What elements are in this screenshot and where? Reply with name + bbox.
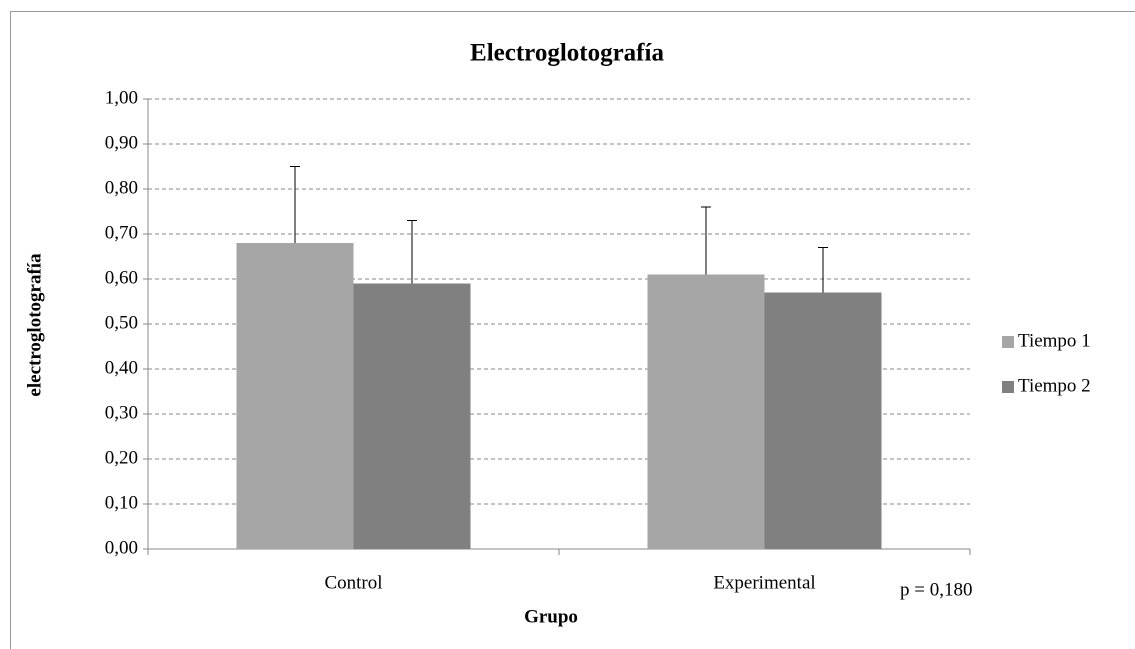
x-axis-label: Grupo [524,606,578,627]
bar [764,292,882,549]
annotation: p = 0,180 [900,579,972,600]
error-bar [290,166,300,243]
y-tick-label: 0,00 [105,537,138,558]
y-tick-label: 0,50 [105,312,138,333]
bar [353,283,471,549]
error-bar [407,220,417,284]
y-axis-label: electroglotografía [24,253,45,397]
chart-title: Electroglotografía [470,40,664,67]
y-tick-label: 0,20 [105,447,138,468]
error-bar [818,247,828,293]
bar [236,243,354,549]
legend-swatch [1002,381,1014,393]
y-tick-label: 0,10 [105,492,138,513]
y-tick-label: 0,90 [105,132,138,153]
x-tick-label: Control [324,572,382,593]
y-tick-label: 0,60 [105,267,138,288]
y-tick-label: 0,30 [105,402,138,423]
x-tick-label: Experimental [713,572,815,593]
legend-label: Tiempo 1 [1018,330,1091,351]
y-tick-label: 0,40 [105,357,138,378]
bar [647,274,765,549]
legend-label: Tiempo 2 [1018,375,1091,396]
y-tick-label: 0,80 [105,177,138,198]
legend-swatch [1002,336,1014,348]
error-bar [701,206,711,275]
y-tick-label: 1,00 [105,87,138,108]
chart-frame [10,11,1135,649]
y-tick-label: 0,70 [105,222,138,243]
